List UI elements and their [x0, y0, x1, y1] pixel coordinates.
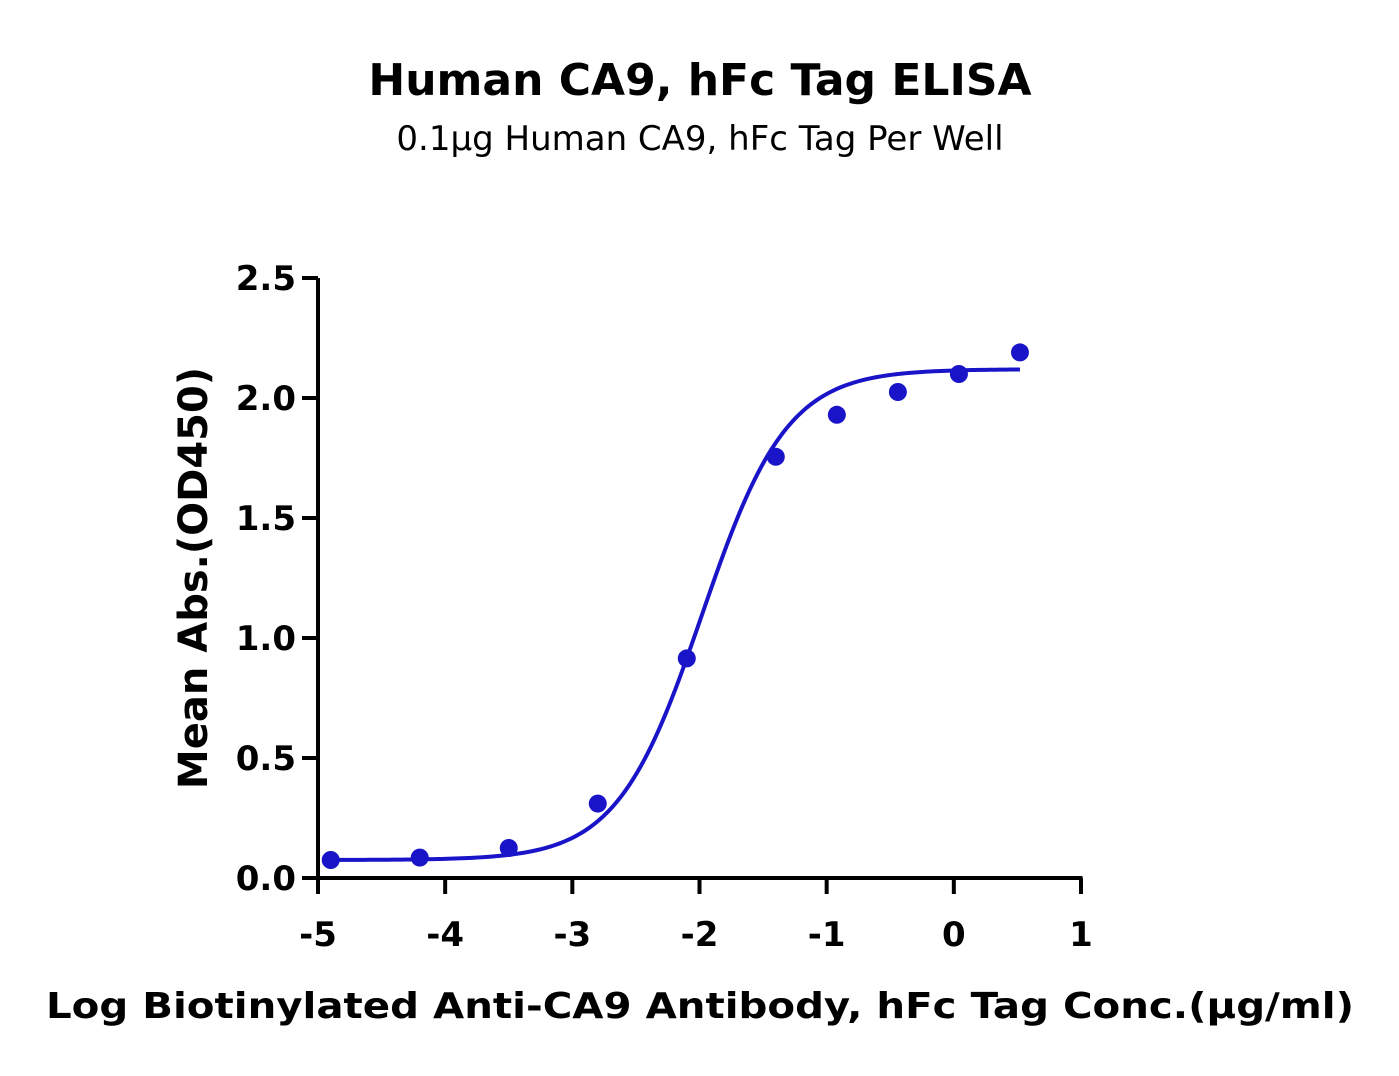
- x-tick-label: 1: [1069, 915, 1093, 955]
- data-point: [888, 383, 907, 401]
- chart-title: Human CA9, hFc Tag ELISA: [368, 55, 1031, 106]
- data-point: [1010, 343, 1029, 362]
- data-point: [949, 365, 968, 383]
- x-tick-label: -5: [299, 915, 337, 955]
- y-axis-label: Mean Abs.(OD450): [171, 367, 217, 789]
- x-tick-label: -1: [808, 915, 846, 955]
- x-tick-label: -3: [553, 915, 591, 955]
- data-point: [766, 447, 785, 466]
- y-tick-label: 2.0: [236, 379, 296, 419]
- plot-area: [321, 343, 1029, 869]
- y-tick-label: 2.5: [236, 259, 296, 299]
- data-point: [499, 839, 518, 857]
- y-tick-label: 1.0: [236, 619, 296, 659]
- x-tick-label: -4: [426, 915, 464, 955]
- data-point: [321, 851, 340, 869]
- y-tick-label: 0.0: [236, 859, 296, 899]
- chart-subtitle: 0.1μg Human CA9, hFc Tag Per Well: [396, 119, 1003, 159]
- fit-curve: [330, 367, 1020, 862]
- data-point: [677, 649, 696, 668]
- x-tick-label: -2: [681, 915, 719, 955]
- data-point: [827, 405, 846, 424]
- y-axis: 0.0 0.5 1.0 1.5 2.0 2.5: [236, 259, 320, 899]
- x-axis: -5 -4 -3 -2 -1 0 1: [299, 876, 1093, 955]
- x-tick-label: 0: [942, 915, 966, 955]
- x-axis-label: Log Biotinylated Anti-CA9 Antibody, hFc …: [46, 986, 1354, 1027]
- data-point: [588, 794, 607, 813]
- y-tick-label: 1.5: [236, 499, 296, 539]
- data-point: [410, 848, 429, 867]
- y-tick-label: 0.5: [236, 739, 296, 779]
